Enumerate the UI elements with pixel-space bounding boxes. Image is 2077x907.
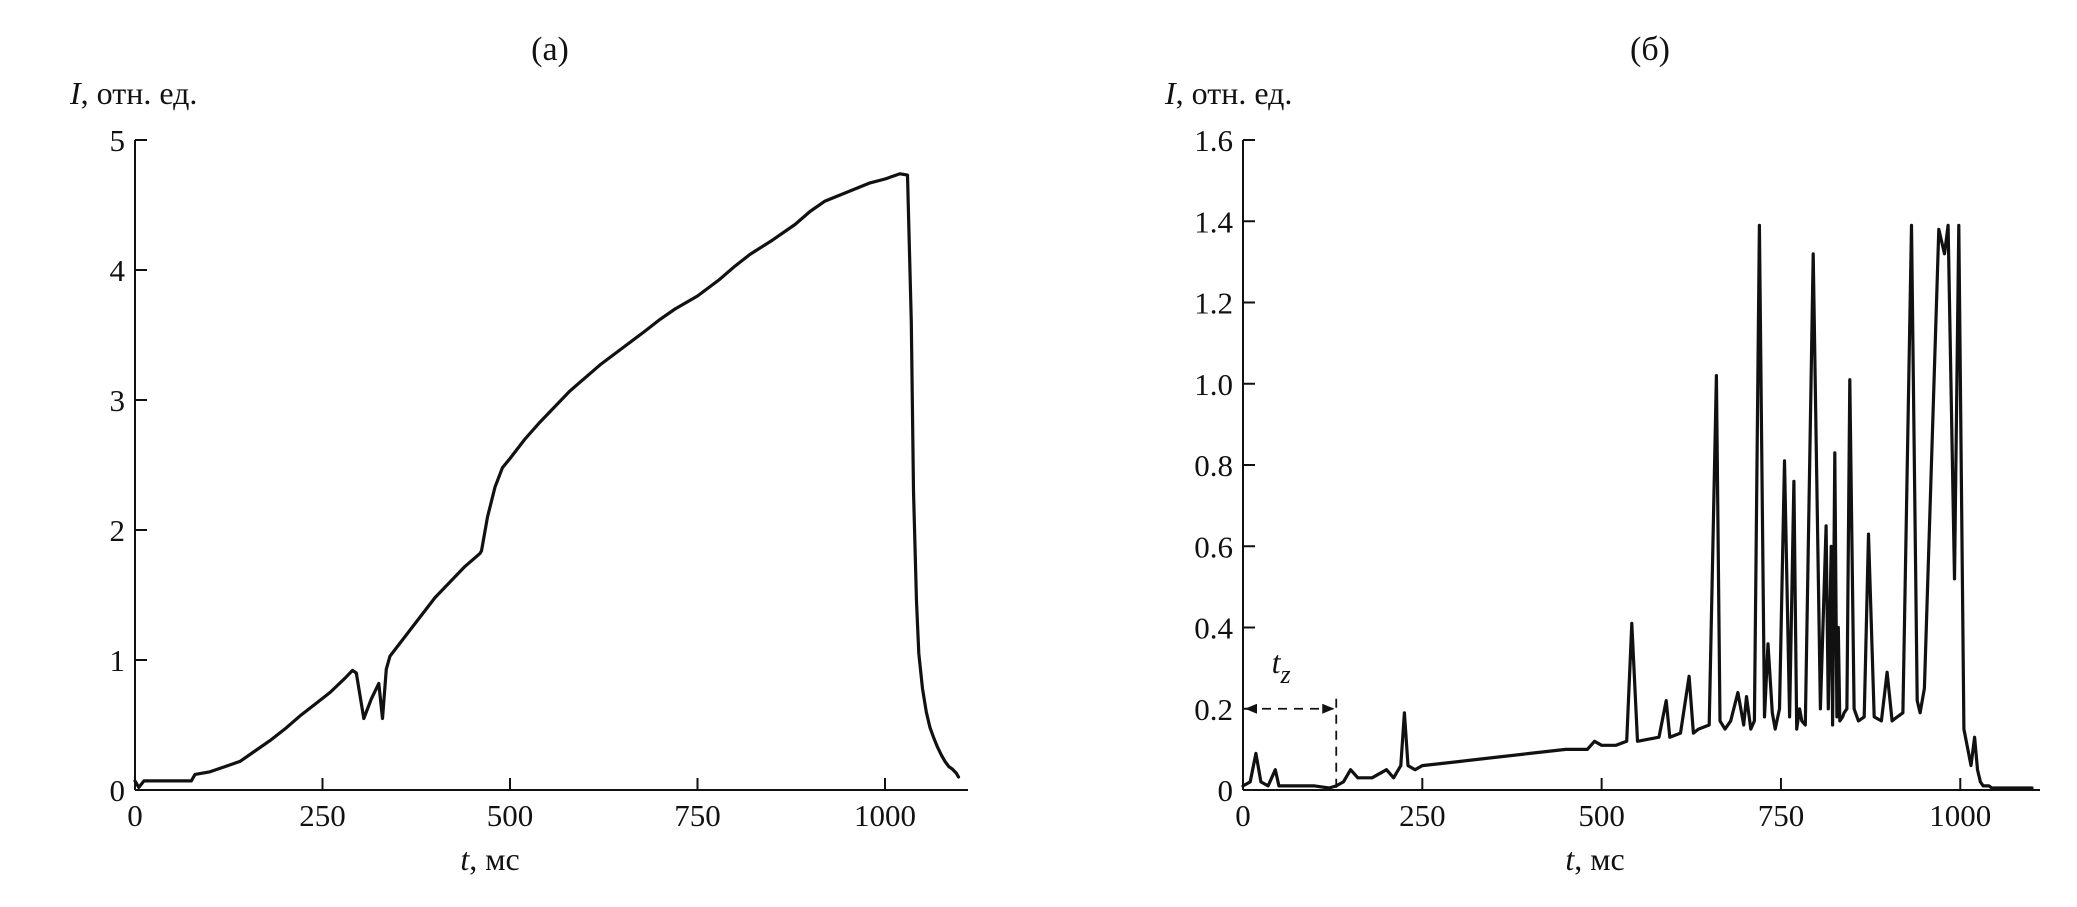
panel-b-y-tick-label: 0 — [1218, 773, 1234, 808]
panel-b-y-tick-label: 1.2 — [1194, 286, 1233, 321]
tz-annotation: tz — [1245, 644, 1338, 790]
panel-b-x-tick-label: 250 — [1399, 798, 1446, 833]
panel-a-x-axis-var: t — [460, 841, 470, 877]
panel-b-y-axis-label: I, отн. ед. — [1164, 75, 1292, 111]
panel-a-ticks: 0 1 2 3 4 5 0 250 500 750 1000 — [110, 123, 917, 833]
panel-a-x-tick-label: 500 — [487, 798, 534, 833]
panel-b-y-tick-label: 1.4 — [1194, 204, 1233, 239]
panel-a-x-axis-label: t, мс — [460, 841, 519, 877]
panel-b-y-tick-label: 0.4 — [1194, 611, 1233, 646]
panel-b-x-tick-label: 750 — [1758, 798, 1805, 833]
panel-a-y-tick-label: 4 — [110, 253, 126, 288]
panel-a-x-tick-label: 250 — [299, 798, 346, 833]
panel-a-y-tick-label: 0 — [110, 773, 126, 808]
panel-a-data-line — [133, 172, 961, 789]
panel-a-x-axis-unit: , мс — [469, 841, 519, 877]
panel-b-x-tick-label: 500 — [1578, 798, 1625, 833]
panel-b-data-line — [1241, 223, 2034, 790]
panel-b-y-tick-label: 0.8 — [1194, 448, 1233, 483]
panel-b-y-tick-label: 0.6 — [1194, 529, 1233, 564]
panel-a-title: (а) — [531, 31, 569, 68]
panel-a-y-tick-label: 3 — [110, 383, 126, 418]
panel-b-x-axis-unit: , мс — [1574, 841, 1624, 877]
panel-b-axes — [1242, 140, 2040, 791]
panel-b-y-tick-label: 1.0 — [1194, 367, 1233, 402]
panel-a-y-tick-label: 1 — [110, 643, 126, 678]
tz-label-subscript: z — [1280, 660, 1291, 689]
panel-a-x-tick-label: 750 — [674, 798, 721, 833]
panel-b-title: (б) — [1630, 31, 1670, 68]
panel-a-x-tick-label: 0 — [127, 798, 143, 833]
panel-a-axes — [134, 140, 968, 791]
panel-b-y-axis-unit: , отн. ед. — [1176, 75, 1293, 111]
panel-b-x-tick-label: 0 — [1235, 798, 1251, 833]
panel-a-y-axis-label: I, отн. ед. — [69, 75, 197, 111]
chart-panel-b: (б) I, отн. ед. t, мс 00.20.40.60.81.01.… — [1164, 31, 2040, 877]
panel-b-x-axis-var: t — [1565, 841, 1575, 877]
panel-a-y-tick-label: 2 — [110, 513, 126, 548]
panel-b-y-axis-var: I — [1164, 75, 1177, 111]
panel-b-y-tick-label: 1.6 — [1194, 123, 1233, 158]
tz-label: tz — [1272, 644, 1291, 689]
chart-panel-a: (а) I, отн. ед. t, мс 0 1 2 3 4 5 0 250 500 750 10… — [69, 31, 968, 877]
tz-label-base: t — [1272, 644, 1282, 680]
panel-a-y-tick-label: 5 — [110, 123, 126, 158]
panel-a-x-tick-label: 1000 — [854, 798, 916, 833]
panel-b-x-axis-label: t, мс — [1565, 841, 1624, 877]
panel-b-x-tick-label: 1000 — [1929, 798, 1991, 833]
panel-b-ticks: 0 0.2 0.4 0.6 0.8 1.0 1.2 1.4 1.6 0 250 500 750 1000 — [1194, 123, 1991, 833]
panel-a-y-axis-var: I — [69, 75, 82, 111]
panel-a-y-axis-unit: , отн. ед. — [81, 75, 198, 111]
panel-b-y-tick-label: 0.2 — [1194, 692, 1233, 727]
